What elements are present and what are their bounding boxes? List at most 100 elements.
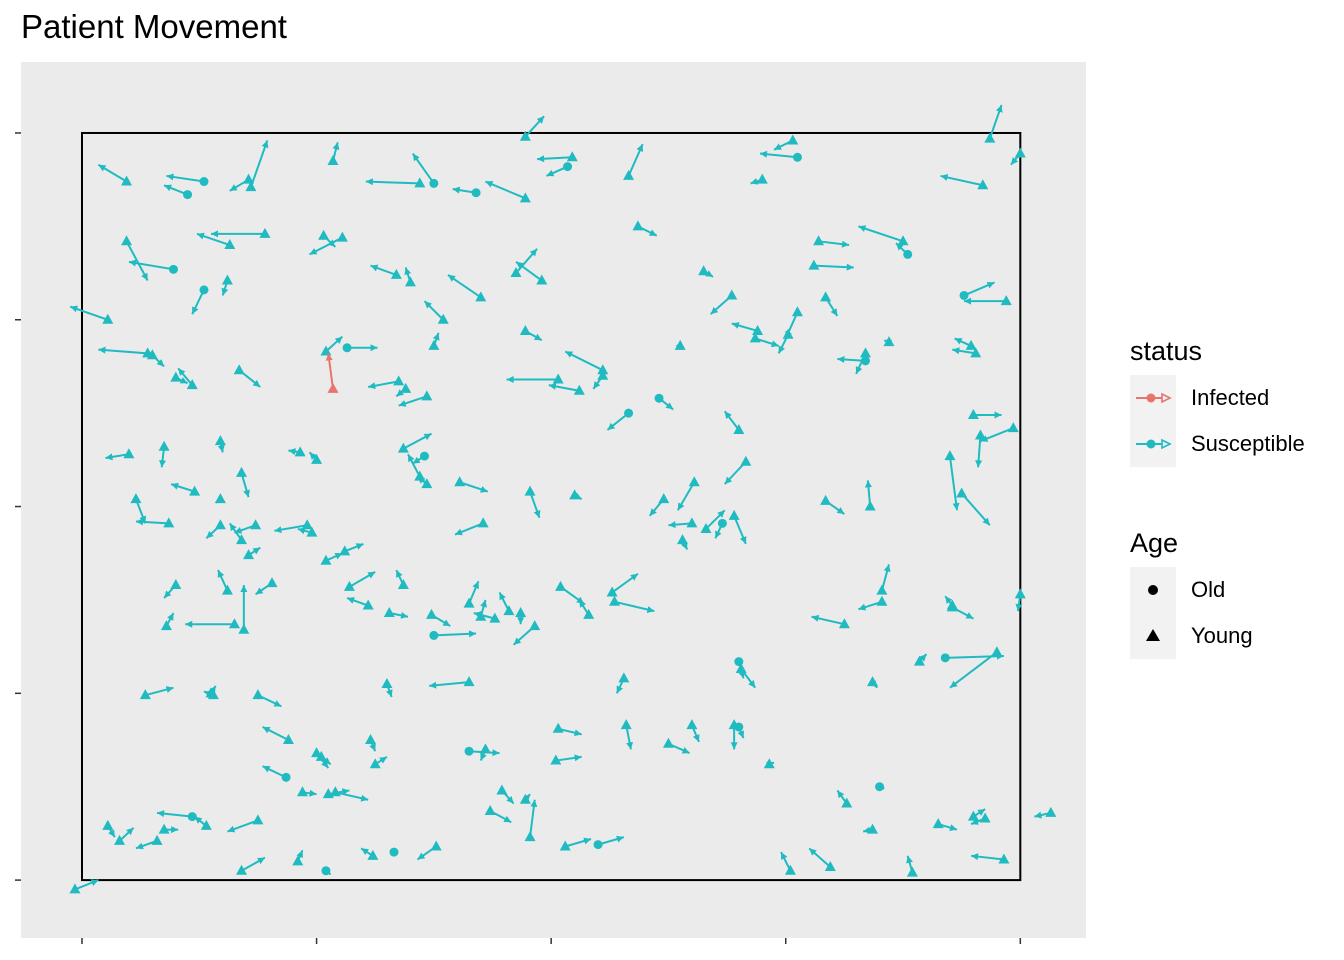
arrowhead — [648, 229, 657, 236]
start-point-young — [841, 797, 853, 808]
movement-arrow-susceptible-young — [773, 134, 799, 151]
start-point-young — [114, 834, 126, 845]
start-point-young — [315, 750, 327, 761]
movement-arrow-susceptible-young — [69, 879, 99, 894]
movement-line — [365, 180, 420, 185]
start-point-young — [282, 734, 294, 745]
movement-arrow-susceptible-young — [632, 220, 658, 237]
start-point-young — [327, 154, 339, 165]
start-point-young — [252, 814, 264, 825]
start-point-young — [965, 339, 977, 350]
arrowhead — [404, 267, 412, 276]
start-point-young — [160, 620, 172, 631]
arrowhead — [919, 654, 927, 662]
movement-arrow-susceptible-young — [876, 564, 891, 595]
start-point-old — [321, 866, 331, 876]
movement-line — [485, 180, 526, 200]
movement-arrow-susceptible-young — [615, 672, 630, 694]
movement-arrow-susceptible-young — [121, 235, 149, 282]
arrowhead — [274, 526, 282, 534]
arrowhead — [98, 346, 106, 354]
movement-arrow-susceptible-old — [759, 150, 802, 162]
arrowhead — [209, 685, 216, 694]
movement-arrow-susceptible-young — [906, 855, 918, 877]
arrowhead — [965, 612, 974, 619]
movement-arrow-susceptible-young — [883, 336, 895, 347]
movement-arrow-susceptible-young — [346, 597, 374, 610]
start-point-old — [624, 408, 634, 418]
movement-arrow-susceptible-old — [654, 393, 674, 411]
start-point-young — [327, 382, 339, 393]
movement-arrow-susceptible-old — [593, 835, 625, 850]
arrowhead — [400, 611, 409, 619]
movement-arrow-susceptible-young — [608, 595, 655, 613]
movement-arrow-susceptible-young — [252, 689, 282, 708]
start-point-young — [463, 597, 475, 608]
arrowhead — [423, 433, 432, 441]
start-point-young — [221, 584, 233, 595]
start-point-young — [550, 754, 562, 765]
arrowhead — [369, 743, 376, 752]
start-point-young — [369, 758, 381, 769]
movement-arrow-susceptible-old — [606, 408, 634, 431]
movement-arrow-susceptible-young — [454, 517, 489, 536]
movement-arrow-susceptible-young — [956, 487, 991, 526]
arrowhead — [980, 435, 989, 442]
arrowhead — [135, 842, 144, 850]
movement-arrow-susceptible-young — [620, 719, 634, 750]
arrowhead — [452, 186, 461, 194]
start-point-young — [597, 364, 609, 375]
arrowhead — [128, 259, 137, 267]
start-point-old — [429, 630, 439, 640]
movement-arrow-susceptible-young — [163, 578, 182, 599]
movement-arrow-susceptible-young — [728, 509, 747, 545]
arrowhead — [192, 306, 199, 315]
legend-key-infected — [1130, 375, 1176, 421]
movement-arrow-susceptible-young — [498, 592, 515, 616]
arrowhead — [368, 382, 376, 390]
start-point-young — [632, 220, 644, 231]
arrowhead — [341, 788, 350, 796]
movement-arrow-susceptible-young — [724, 455, 752, 485]
arrowhead — [126, 827, 134, 836]
arrowhead — [108, 829, 115, 838]
start-point-young — [205, 687, 217, 698]
movement-arrow-susceptible-young — [984, 104, 1003, 143]
movement-arrow-susceptible-young — [196, 232, 236, 250]
movement-arrow-susceptible-young — [552, 722, 582, 737]
arrowhead — [309, 452, 317, 460]
start-point-young — [876, 595, 888, 606]
arrowhead — [325, 353, 333, 361]
movement-arrow-susceptible-old — [163, 184, 193, 200]
start-point-young — [740, 455, 752, 466]
movement-arrow-susceptible-young — [404, 267, 416, 287]
movement-arrow-susceptible-young — [662, 737, 690, 755]
start-point-young — [913, 655, 925, 666]
movement-arrow-susceptible-young — [97, 163, 133, 186]
start-point-young — [859, 347, 871, 358]
start-point-young — [867, 676, 879, 687]
start-point-young — [250, 519, 262, 530]
start-point-young — [343, 580, 355, 591]
arrowhead — [480, 752, 487, 761]
movement-arrow-susceptible-young — [395, 569, 409, 589]
start-point-young — [820, 494, 832, 505]
arrowhead — [529, 248, 538, 257]
arrowhead — [533, 333, 542, 341]
start-point-young — [677, 534, 689, 545]
arrowhead — [513, 637, 522, 645]
arrowhead — [574, 754, 582, 762]
arrowhead — [194, 816, 203, 824]
start-point-young — [214, 493, 226, 504]
start-point-old — [389, 847, 399, 857]
start-point-young — [163, 517, 175, 528]
arrowhead — [164, 184, 172, 192]
movement-line — [945, 654, 1004, 659]
movement-arrow-susceptible-old — [389, 847, 399, 857]
start-point-young — [820, 291, 832, 302]
arrowhead — [370, 264, 379, 272]
start-point-young — [170, 371, 182, 382]
start-point-old — [168, 264, 178, 274]
start-point-young — [519, 324, 531, 335]
start-point-young — [102, 313, 114, 324]
